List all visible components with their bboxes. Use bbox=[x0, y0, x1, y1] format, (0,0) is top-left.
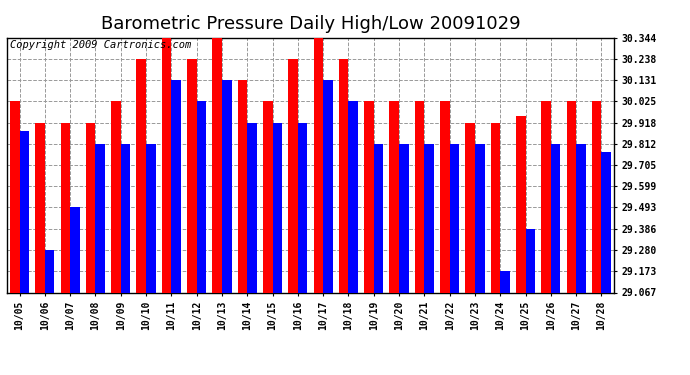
Bar bbox=[576, 144, 586, 292]
Bar bbox=[247, 123, 257, 292]
Bar bbox=[213, 38, 222, 292]
Bar bbox=[516, 116, 526, 292]
Bar bbox=[566, 101, 576, 292]
Bar bbox=[161, 38, 171, 292]
Bar bbox=[465, 123, 475, 292]
Text: Copyright 2009 Cartronics.com: Copyright 2009 Cartronics.com bbox=[10, 40, 191, 50]
Bar bbox=[197, 101, 206, 292]
Bar bbox=[111, 101, 121, 292]
Bar bbox=[364, 101, 374, 292]
Bar bbox=[171, 80, 181, 292]
Bar bbox=[61, 123, 70, 292]
Bar bbox=[35, 123, 45, 292]
Bar bbox=[237, 80, 247, 292]
Bar bbox=[95, 144, 105, 292]
Bar bbox=[541, 101, 551, 292]
Bar bbox=[374, 144, 384, 292]
Bar bbox=[450, 144, 460, 292]
Bar bbox=[440, 101, 450, 292]
Bar bbox=[86, 123, 95, 292]
Bar bbox=[339, 58, 348, 292]
Bar bbox=[323, 80, 333, 292]
Bar bbox=[313, 38, 323, 292]
Bar bbox=[424, 144, 434, 292]
Bar bbox=[389, 101, 399, 292]
Bar bbox=[121, 144, 130, 292]
Bar bbox=[491, 123, 500, 292]
Bar bbox=[551, 144, 560, 292]
Bar bbox=[500, 272, 510, 292]
Bar bbox=[298, 123, 308, 292]
Bar bbox=[526, 229, 535, 292]
Bar bbox=[146, 144, 156, 292]
Bar bbox=[602, 152, 611, 292]
Bar bbox=[10, 101, 19, 292]
Bar bbox=[592, 101, 602, 292]
Bar bbox=[222, 80, 232, 292]
Text: Barometric Pressure Daily High/Low 20091029: Barometric Pressure Daily High/Low 20091… bbox=[101, 15, 520, 33]
Bar bbox=[45, 250, 55, 292]
Bar bbox=[399, 144, 408, 292]
Bar bbox=[187, 58, 197, 292]
Bar bbox=[70, 207, 80, 292]
Bar bbox=[19, 130, 29, 292]
Bar bbox=[475, 144, 484, 292]
Bar bbox=[288, 58, 298, 292]
Bar bbox=[348, 101, 358, 292]
Bar bbox=[137, 58, 146, 292]
Bar bbox=[415, 101, 424, 292]
Bar bbox=[273, 123, 282, 292]
Bar bbox=[263, 101, 273, 292]
